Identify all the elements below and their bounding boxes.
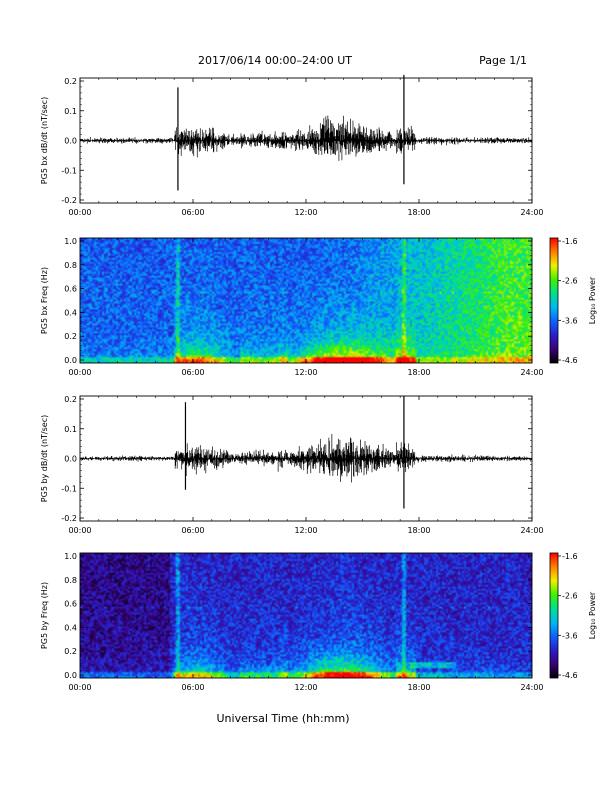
x-tick-label: 06:00	[181, 683, 204, 692]
page-number: Page 1/1	[479, 54, 527, 67]
colorbar-tick-label: -1.6	[562, 237, 578, 246]
x-tick-label: 06:00	[181, 368, 204, 377]
y-tick-label: 0.2	[64, 395, 77, 404]
y-tick-label: -0.2	[61, 514, 77, 523]
x-tick-label: 06:00	[181, 208, 204, 217]
colorbar-tick-label: -3.6	[562, 631, 578, 640]
report-title: 2017/06/14 00:00–24:00 UT	[198, 54, 352, 67]
waveform-panel-1: 00:00 06:00 12:00 18:00 24:00 0.2 0.1 0.0 -0.1 -0…	[40, 74, 544, 217]
x-tick-label: 12:00	[294, 208, 317, 217]
y-tick-label: 0.0	[64, 455, 77, 464]
spectrogram-image	[80, 238, 532, 363]
x-axis-label: Universal Time (hh:mm)	[217, 712, 350, 725]
waveform-trace	[79, 396, 533, 509]
y-tick-label: 0.0	[64, 137, 77, 146]
y-tick-label: 1.0	[64, 552, 77, 561]
x-tick-label: 24:00	[520, 208, 543, 217]
y-tick-label: 0.1	[64, 425, 77, 434]
y-axis-label: PG5 bx dB/dt (nT/sec)	[40, 97, 49, 184]
y-tick-label: 1.0	[64, 237, 77, 246]
spectrogram-image	[80, 553, 532, 678]
x-tick-label: 00:00	[68, 208, 91, 217]
waveform-panel-3: 00:00 06:00 12:00 18:00 24:00 0.2 0.1 0.0 -0.1 -0…	[40, 395, 544, 535]
colorbar-tick-label: -2.6	[562, 277, 578, 286]
y-tick-label: 0.2	[64, 647, 77, 656]
x-tick-label: 24:00	[520, 526, 543, 535]
y-tick-label: -0.1	[61, 166, 77, 175]
colorbar-tick-label: -4.6	[562, 671, 578, 680]
x-tick-label: 00:00	[68, 683, 91, 692]
colorbar	[549, 237, 559, 364]
y-tick-label: 0.2	[64, 332, 77, 341]
waveform-trace	[79, 74, 533, 191]
panels-group: 00:00 06:00 12:00 18:00 24:00 0.2 0.1 0.0 -0.1 -0…	[40, 74, 597, 692]
y-tick-label: 0.4	[64, 623, 77, 632]
x-tick-label: 12:00	[294, 368, 317, 377]
y-axis-label: PG5 bx Freq (Hz)	[40, 267, 49, 334]
y-axis-label: PG5 by dB/dt (nT/sec)	[40, 415, 49, 502]
y-tick-label: 0.8	[64, 261, 77, 270]
x-tick-label: 06:00	[181, 526, 204, 535]
colorbar-tick-label: -4.6	[562, 356, 578, 365]
x-tick-label: 12:00	[294, 683, 317, 692]
y-tick-label: -0.1	[61, 484, 77, 493]
x-tick-label: 24:00	[520, 368, 543, 377]
spectrogram-panel-4: -1.6 -2.6 -3.6 -4.6 Log₁₀ Power 00:00 06:00 12:…	[40, 552, 597, 692]
x-tick-label: 12:00	[294, 526, 317, 535]
y-tick-label: 0.6	[64, 600, 77, 609]
colorbar	[549, 552, 559, 679]
x-tick-label: 18:00	[407, 368, 430, 377]
y-tick-label: 0.0	[64, 671, 77, 680]
colorbar-tick-label: -2.6	[562, 592, 578, 601]
x-tick-label: 00:00	[68, 526, 91, 535]
y-tick-label: 0.0	[64, 356, 77, 365]
x-tick-label: 18:00	[407, 683, 430, 692]
y-tick-label: 0.1	[64, 107, 77, 116]
x-tick-label: 00:00	[68, 368, 91, 377]
x-tick-label: 24:00	[520, 683, 543, 692]
colorbar-label: Log₁₀ Power	[588, 591, 597, 639]
y-axis-label: PG5 by Freq (Hz)	[40, 582, 49, 649]
y-tick-label: 0.6	[64, 285, 77, 294]
y-tick-label: -0.2	[61, 196, 77, 205]
y-tick-label: 0.8	[64, 576, 77, 585]
x-tick-label: 18:00	[407, 526, 430, 535]
colorbar-tick-label: -3.6	[562, 316, 578, 325]
y-tick-label: 0.4	[64, 308, 77, 317]
colorbar-tick-label: -1.6	[562, 552, 578, 561]
colorbar-label: Log₁₀ Power	[588, 276, 597, 324]
spectrogram-panel-2: -1.6 -2.6 -3.6 -4.6 Log₁₀ Power 00:00 06:00 12:…	[40, 237, 597, 377]
y-tick-label: 0.2	[64, 77, 77, 86]
x-tick-label: 18:00	[407, 208, 430, 217]
